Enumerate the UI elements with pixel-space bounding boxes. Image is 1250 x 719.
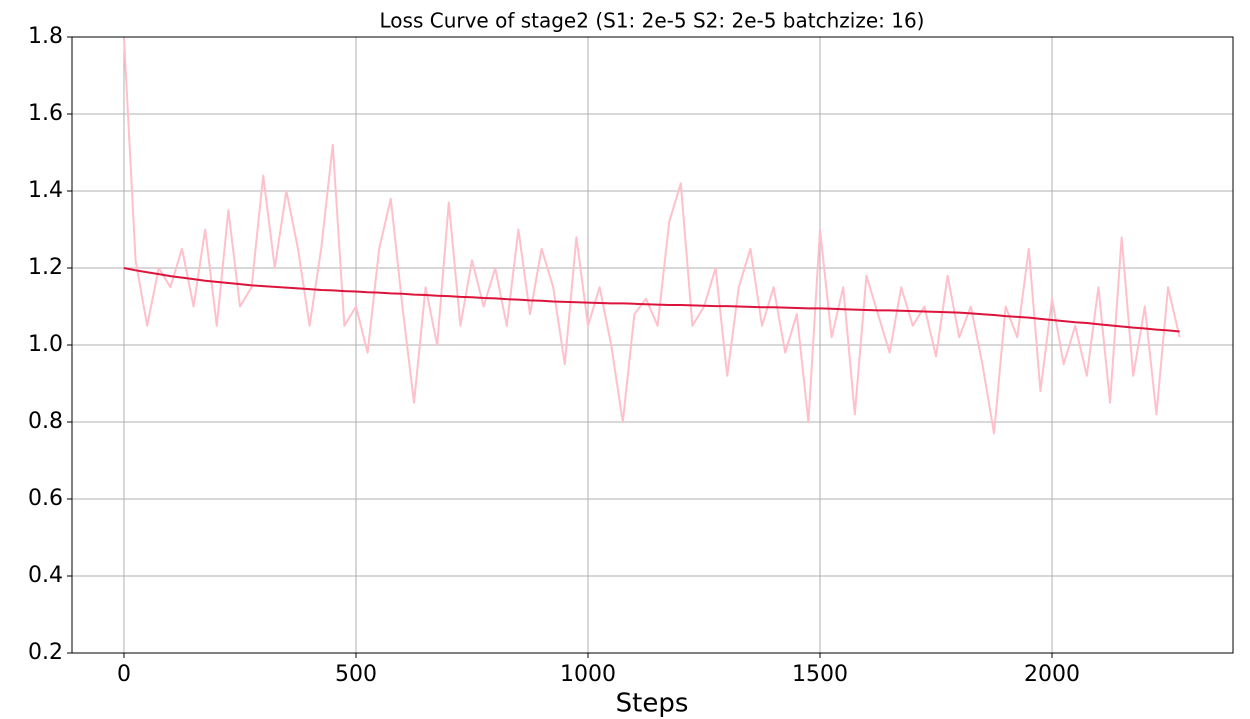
data-line xyxy=(123,267,1180,333)
y-tick-label: 1.0 xyxy=(28,332,63,357)
chart-title: Loss Curve of stage2 (S1: 2e-5 S2: 2e-5 … xyxy=(380,9,925,33)
y-tick-label: 1.4 xyxy=(28,178,63,203)
data-line xyxy=(122,37,1181,435)
x-axis-label: Steps xyxy=(616,689,689,719)
y-tick-label: 0.8 xyxy=(28,409,63,434)
plot-frame xyxy=(71,36,1234,654)
y-tick-label: 0.4 xyxy=(28,563,63,588)
y-tick-label: 0.2 xyxy=(28,640,63,665)
y-tick-label: 1.2 xyxy=(28,255,63,280)
x-tick-label: 0 xyxy=(117,662,131,687)
y-tick-label: 1.6 xyxy=(28,101,63,126)
y-tick-label: 1.8 xyxy=(28,24,63,49)
x-tick-label: 500 xyxy=(335,662,377,687)
x-tick-label: 2000 xyxy=(1024,662,1080,687)
x-tick-label: 1000 xyxy=(560,662,616,687)
y-tick-label: 0.6 xyxy=(28,486,63,511)
x-tick-label: 1500 xyxy=(792,662,848,687)
